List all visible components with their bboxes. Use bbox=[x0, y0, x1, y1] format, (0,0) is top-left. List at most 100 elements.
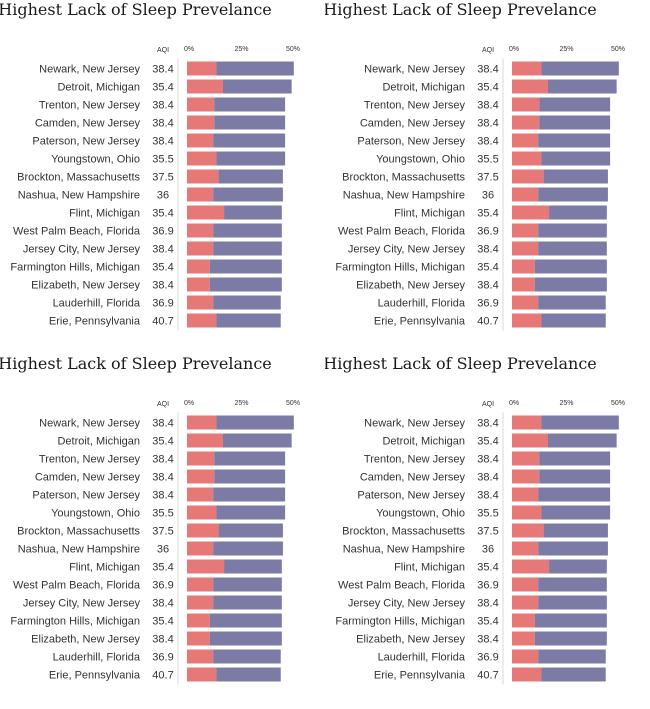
bar-segment-remainder bbox=[222, 79, 292, 94]
category-label: Youngstown, Ohio bbox=[51, 508, 140, 520]
category-label: Nashua, New Hampshire bbox=[18, 544, 140, 556]
category-label: Detroit, Michigan bbox=[57, 436, 140, 448]
aqi-value: 38.4 bbox=[477, 136, 498, 148]
aqi-value: 35.4 bbox=[477, 208, 498, 220]
bar-segment-remainder bbox=[213, 295, 281, 310]
category-label: Farmington Hills, Michigan bbox=[335, 616, 465, 628]
aqi-column-header: AQI bbox=[482, 47, 494, 54]
aqi-column-header: AQI bbox=[157, 401, 169, 408]
chart-svg: Highest Lack of Sleep Prevelance AQI 0% 25%… bbox=[0, 0, 300, 331]
bar-segment-lack-of-sleep bbox=[512, 613, 535, 628]
chart-panel-top-left: Highest Lack of Sleep Prevelance AQI 0% 25%… bbox=[0, 0, 325, 354]
bar-segment-lack-of-sleep bbox=[187, 505, 217, 520]
aqi-value: 35.4 bbox=[152, 262, 173, 274]
bar-segment-remainder bbox=[541, 667, 606, 682]
bar-segment-lack-of-sleep bbox=[512, 415, 542, 430]
aqi-value: 38.4 bbox=[477, 280, 498, 292]
category-label: Paterson, New Jersey bbox=[357, 490, 465, 502]
category-label: Brockton, Massachusetts bbox=[17, 172, 140, 184]
bar-segment-remainder bbox=[209, 613, 282, 628]
bar-segment-lack-of-sleep bbox=[512, 649, 539, 664]
x-tick-label: 0% bbox=[509, 400, 519, 407]
x-tick-label: 0% bbox=[184, 46, 194, 53]
category-label: Lauderhill, Florida bbox=[53, 652, 141, 664]
bar-segment-lack-of-sleep bbox=[187, 259, 210, 274]
bar-segment-remainder bbox=[539, 469, 611, 484]
bar-segment-remainder bbox=[538, 577, 607, 592]
bar-segment-remainder bbox=[216, 61, 294, 76]
bar-segment-lack-of-sleep bbox=[187, 487, 214, 502]
aqi-value: 35.4 bbox=[477, 262, 498, 274]
category-label: Nashua, New Hampshire bbox=[18, 190, 140, 202]
category-label: Paterson, New Jersey bbox=[357, 136, 465, 148]
bar-segment-lack-of-sleep bbox=[512, 241, 539, 256]
category-label: Jersey City, New Jersey bbox=[23, 244, 141, 256]
bar-segment-remainder bbox=[213, 187, 283, 202]
bar-segment-remainder bbox=[534, 613, 607, 628]
aqi-value: 35.5 bbox=[152, 508, 173, 520]
aqi-value: 37.5 bbox=[477, 172, 498, 184]
bar-segment-remainder bbox=[538, 595, 607, 610]
bar-segment-remainder bbox=[213, 487, 286, 502]
aqi-value: 37.5 bbox=[152, 172, 173, 184]
bar-segment-lack-of-sleep bbox=[187, 61, 217, 76]
bar-segment-remainder bbox=[547, 79, 617, 94]
aqi-value: 37.5 bbox=[477, 526, 498, 538]
bar-segment-lack-of-sleep bbox=[512, 595, 539, 610]
aqi-value: 35.5 bbox=[477, 154, 498, 166]
category-label: Lauderhill, Florida bbox=[378, 652, 466, 664]
aqi-value: 37.5 bbox=[152, 526, 173, 538]
category-label: Detroit, Michigan bbox=[382, 436, 465, 448]
category-label: Elizabeth, New Jersey bbox=[356, 634, 465, 646]
aqi-value: 40.7 bbox=[477, 316, 498, 328]
bar-segment-lack-of-sleep bbox=[187, 241, 214, 256]
aqi-value: 38.4 bbox=[477, 490, 498, 502]
bar-segment-lack-of-sleep bbox=[187, 151, 217, 166]
category-label: Camden, New Jersey bbox=[360, 118, 466, 130]
bar-segment-lack-of-sleep bbox=[512, 313, 542, 328]
bar-segment-remainder bbox=[216, 151, 286, 166]
bar-segment-lack-of-sleep bbox=[187, 97, 215, 112]
bar-segment-lack-of-sleep bbox=[512, 151, 542, 166]
bar-segment-remainder bbox=[541, 505, 611, 520]
aqi-value: 38.4 bbox=[477, 64, 498, 76]
aqi-value: 36 bbox=[482, 190, 494, 202]
aqi-value: 38.4 bbox=[152, 418, 173, 430]
category-label: Youngstown, Ohio bbox=[376, 154, 465, 166]
category-label: Paterson, New Jersey bbox=[32, 490, 140, 502]
bar-segment-remainder bbox=[534, 631, 607, 646]
bar-segment-remainder bbox=[216, 415, 294, 430]
bar-segment-lack-of-sleep bbox=[512, 577, 539, 592]
category-label: Erie, Pennsylvania bbox=[374, 670, 466, 682]
category-label: Camden, New Jersey bbox=[360, 472, 466, 484]
bar-segment-lack-of-sleep bbox=[187, 205, 225, 220]
bar-segment-lack-of-sleep bbox=[187, 433, 223, 448]
bar-segment-remainder bbox=[224, 205, 282, 220]
category-label: Trenton, New Jersey bbox=[39, 454, 141, 466]
bar-segment-remainder bbox=[218, 169, 283, 184]
category-label: Erie, Pennsylvania bbox=[49, 316, 141, 328]
bar-segment-lack-of-sleep bbox=[187, 577, 214, 592]
bar-segment-remainder bbox=[213, 541, 283, 556]
category-label: Farmington Hills, Michigan bbox=[10, 262, 140, 274]
bar-segment-remainder bbox=[538, 241, 607, 256]
category-label: Detroit, Michigan bbox=[57, 82, 140, 94]
bar-segment-remainder bbox=[541, 151, 611, 166]
x-tick-label: 50% bbox=[611, 400, 625, 407]
aqi-value: 38.4 bbox=[477, 472, 498, 484]
bar-segment-remainder bbox=[538, 541, 608, 556]
bar-segment-lack-of-sleep bbox=[187, 295, 214, 310]
category-label: Erie, Pennsylvania bbox=[49, 670, 141, 682]
aqi-value: 35.4 bbox=[152, 562, 173, 574]
category-label: West Palm Beach, Florida bbox=[13, 226, 141, 238]
bar-segment-remainder bbox=[209, 277, 282, 292]
bar-segment-remainder bbox=[216, 667, 281, 682]
x-tick-label: 50% bbox=[286, 400, 300, 407]
bar-segment-remainder bbox=[213, 133, 286, 148]
aqi-column-header: AQI bbox=[482, 401, 494, 408]
aqi-value: 35.4 bbox=[152, 616, 173, 628]
aqi-column-header: AQI bbox=[157, 47, 169, 54]
chart-svg: Highest Lack of Sleep Prevelance AQI 0% 25%… bbox=[325, 0, 625, 331]
bar-segment-remainder bbox=[214, 469, 286, 484]
bar-segment-lack-of-sleep bbox=[187, 595, 214, 610]
